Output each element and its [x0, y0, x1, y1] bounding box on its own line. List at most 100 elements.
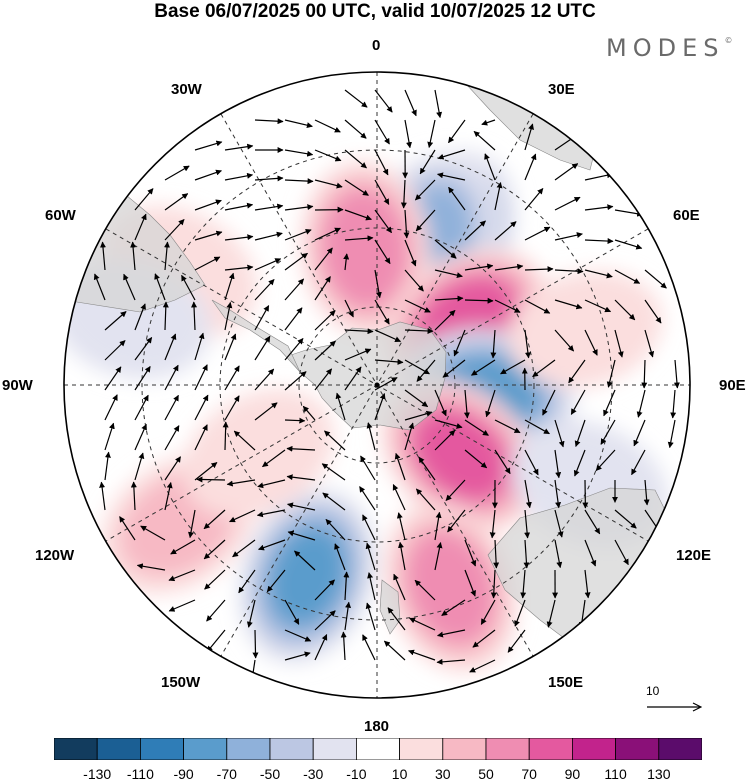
wind-arrow: [494, 221, 517, 241]
wind-arrow: [415, 488, 436, 511]
wind-arrow: [434, 511, 442, 541]
wind-arrow: [365, 602, 376, 631]
wind-arrow: [524, 479, 532, 509]
colorbar-swatch: [140, 738, 185, 760]
wind-arrow: [570, 389, 586, 415]
wind-arrow: [464, 449, 488, 469]
wind-arrow: [434, 269, 463, 279]
wind-arrow: [194, 394, 209, 421]
colorbar-swatch: [54, 738, 98, 760]
wind-arrow: [232, 539, 256, 558]
wind-arrow: [344, 209, 372, 221]
wind-arrow: [203, 509, 226, 530]
wind-arrow: [464, 220, 486, 241]
wind-arrow: [164, 394, 179, 421]
wind-arrow: [284, 278, 305, 301]
wind-arrow: [554, 479, 562, 509]
colorbar-swatch: [183, 738, 228, 760]
wind-arrow: [224, 272, 235, 301]
wind-arrow: [284, 338, 304, 361]
wind-arrow: [254, 335, 271, 361]
wind-arrow: [314, 368, 333, 391]
wind-arrow: [447, 509, 466, 533]
wind-arrow: [254, 175, 284, 182]
wind-arrow: [104, 394, 118, 421]
wind-arrow: [222, 421, 229, 451]
wind-arrow: [134, 452, 145, 481]
wind-arrow: [574, 419, 586, 447]
wind-arrow: [524, 266, 554, 273]
wind-arrow: [188, 509, 196, 539]
wind-arrow: [644, 269, 667, 289]
wind-arrow: [254, 231, 283, 241]
wind-arrow: [154, 273, 166, 301]
wind-arrow: [104, 451, 111, 481]
wind-arrow: [181, 274, 196, 301]
colorbar-swatch: [355, 738, 400, 760]
wind-arrow: [494, 182, 503, 211]
wind-arrow: [603, 389, 616, 417]
wind-arrow: [284, 119, 313, 129]
wind-arrow: [404, 119, 412, 149]
wind-arrow: [614, 209, 644, 217]
wind-arrow: [524, 226, 551, 241]
wind-arrow: [344, 89, 368, 108]
wind-arrow: [314, 179, 343, 189]
wind-arrow: [484, 153, 496, 181]
wind-arrow: [453, 329, 466, 357]
wind-arrow: [394, 452, 406, 481]
wind-arrow: [294, 550, 316, 571]
wind-arrow: [168, 599, 196, 612]
wind-arrow: [164, 193, 189, 211]
lon-label-180: 180: [364, 718, 390, 735]
wind-arrow: [224, 301, 233, 331]
wind-arrow: [404, 299, 431, 313]
wind-arrow: [314, 579, 335, 601]
wind-arrow: [123, 273, 136, 301]
wind-arrow: [344, 328, 374, 335]
wind-arrow: [321, 463, 346, 481]
wind-arrow: [365, 542, 376, 571]
wind-arrow: [470, 359, 496, 376]
colorbar-swatch: [399, 738, 444, 760]
wind-arrow: [99, 481, 106, 511]
wind-arrow: [362, 634, 376, 661]
colorbar-swatch: [96, 738, 141, 760]
colorbar-swatch: [485, 738, 530, 760]
colorbar-tick-label: 130: [647, 766, 671, 782]
wind-arrow: [254, 258, 282, 271]
wind-arrow: [507, 629, 526, 653]
wind-arrow: [284, 204, 314, 211]
wind-arrow: [314, 634, 328, 661]
wind-arrow: [224, 234, 254, 241]
wind-arrow: [196, 476, 226, 483]
wind-arrow: [404, 389, 429, 408]
wind-arrow: [224, 143, 254, 151]
wind-arrow: [252, 629, 259, 659]
wind-arrow: [335, 392, 346, 421]
wind-arrow: [367, 572, 376, 601]
wind-arrow: [233, 430, 256, 451]
wind-arrow: [284, 307, 303, 331]
anomaly-contour: [270, 528, 345, 625]
wind-arrow: [93, 273, 106, 301]
wind-arrow: [524, 449, 539, 476]
wind-arrow: [494, 419, 521, 434]
wind-arrow: [434, 309, 456, 331]
wind-arrow: [419, 149, 436, 175]
wind-arrow: [258, 539, 286, 551]
wind-arrow: [314, 227, 341, 241]
wind-arrow: [284, 629, 312, 642]
wind-arrow: [104, 366, 122, 391]
wind-arrow: [584, 204, 614, 211]
wind-arrow: [523, 539, 530, 569]
wind-arrow: [464, 297, 494, 304]
lon-label-30w: 30W: [171, 81, 202, 98]
wind-arrow: [374, 269, 382, 299]
wind-arrow: [554, 196, 581, 211]
wind-arrow: [437, 149, 466, 160]
wind-arrow: [584, 269, 613, 279]
wind-arrow: [554, 268, 584, 275]
wind-arrow: [494, 449, 511, 475]
wind-arrow: [409, 617, 436, 631]
